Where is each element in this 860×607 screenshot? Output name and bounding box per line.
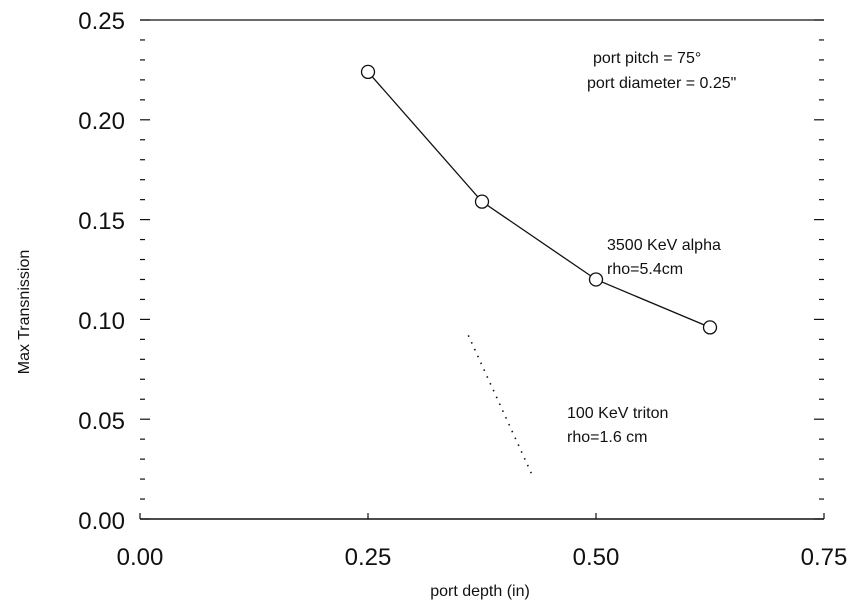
x-tick-label-1: 0.25	[345, 544, 392, 571]
y-axis-title: Max Transnission	[16, 250, 33, 375]
triton-annotation: 100 KeV triton rho=1.6 cm	[567, 405, 668, 446]
series-layer	[360, 64, 718, 476]
x-tick-labels: 0.00 0.25 0.50 0.75	[117, 544, 848, 571]
params-annotation: port pitch = 75° port diameter = 0.25"	[587, 50, 736, 92]
triton-rho-label: rho=1.6 cm	[567, 429, 647, 446]
y-tick-label-4: 0.20	[78, 108, 125, 135]
series-line-0	[367, 71, 711, 328]
axis-ticks	[139, 19, 825, 520]
plot-frame	[140, 19, 824, 520]
x-axis-title: port depth (in)	[430, 583, 530, 600]
data-point-0-0	[360, 64, 376, 80]
x-tick-label-0: 0.00	[117, 544, 164, 571]
data-point-0-3	[702, 320, 718, 335]
alpha-annotation: 3500 KeV alpha rho=5.4cm	[607, 237, 721, 278]
y-tick-label-2: 0.10	[78, 308, 125, 335]
data-point-0-1	[474, 194, 490, 209]
y-tick-label-0: 0.00	[78, 508, 125, 535]
y-tick-label-3: 0.15	[78, 208, 125, 235]
alpha-rho-label: rho=5.4cm	[607, 261, 683, 278]
y-tick-label-1: 0.05	[78, 408, 125, 435]
data-point-0-2	[588, 272, 604, 287]
port-pitch-label: port pitch = 75°	[593, 50, 701, 67]
y-tick-labels: 0.00 0.05 0.10 0.15 0.20 0.25	[78, 8, 125, 535]
x-tick-label-2: 0.50	[573, 544, 620, 571]
alpha-energy-label: 3500 KeV alpha	[607, 237, 721, 254]
triton-energy-label: 100 KeV triton	[567, 405, 668, 422]
series-line-1	[467, 335, 533, 476]
x-tick-label-3: 0.75	[801, 544, 848, 571]
port-diameter-label: port diameter = 0.25"	[587, 75, 736, 92]
y-tick-label-5: 0.25	[78, 8, 125, 35]
